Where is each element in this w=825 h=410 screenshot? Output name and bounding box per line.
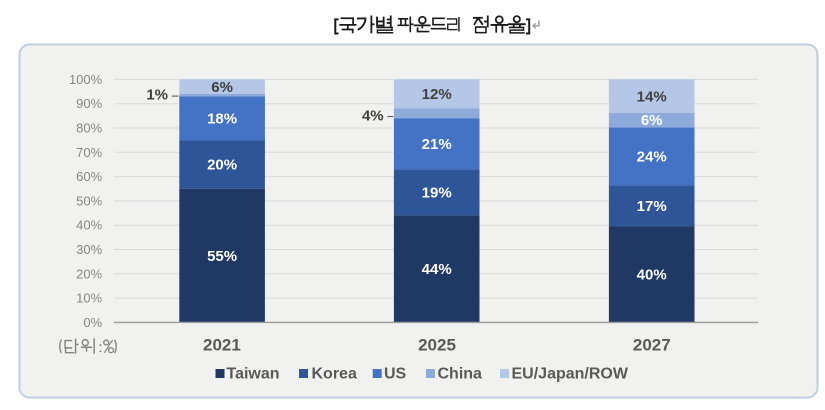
svg-text:0%: 0% (83, 315, 102, 330)
svg-text:Korea: Korea (312, 366, 357, 383)
svg-text:6%: 6% (641, 112, 663, 129)
svg-text:40%: 40% (76, 218, 102, 233)
svg-text:90%: 90% (76, 96, 102, 111)
svg-text:China: China (438, 366, 483, 383)
svg-text:19%: 19% (422, 185, 452, 202)
svg-text:18%: 18% (207, 111, 237, 128)
svg-text:12%: 12% (422, 86, 452, 103)
svg-text:21%: 21% (422, 136, 452, 153)
svg-text:20%: 20% (76, 266, 102, 281)
svg-text:2027: 2027 (633, 336, 671, 355)
svg-text:US: US (384, 366, 407, 383)
svg-text:70%: 70% (76, 145, 102, 160)
svg-text:44%: 44% (422, 261, 452, 278)
svg-text:2021: 2021 (203, 336, 241, 355)
svg-text:24%: 24% (637, 149, 667, 166)
svg-text:100%: 100% (69, 72, 103, 87)
svg-text:4%: 4% (362, 108, 384, 125)
svg-text:40%: 40% (637, 267, 667, 284)
svg-text:14%: 14% (637, 89, 667, 106)
svg-text:80%: 80% (76, 121, 102, 136)
svg-text:30%: 30% (76, 242, 102, 257)
svg-text:EU/Japan/ROW: EU/Japan/ROW (512, 366, 629, 383)
svg-text:50%: 50% (76, 193, 102, 208)
svg-text:60%: 60% (76, 169, 102, 184)
svg-text:6%: 6% (211, 79, 233, 96)
svg-text:Taiwan: Taiwan (227, 366, 280, 383)
svg-text:10%: 10% (76, 291, 102, 306)
svg-text:55%: 55% (207, 248, 237, 265)
svg-text:2025: 2025 (418, 336, 456, 355)
svg-text:1%: 1% (146, 86, 168, 103)
svg-text:17%: 17% (637, 198, 667, 215)
svg-text:20%: 20% (207, 157, 237, 174)
